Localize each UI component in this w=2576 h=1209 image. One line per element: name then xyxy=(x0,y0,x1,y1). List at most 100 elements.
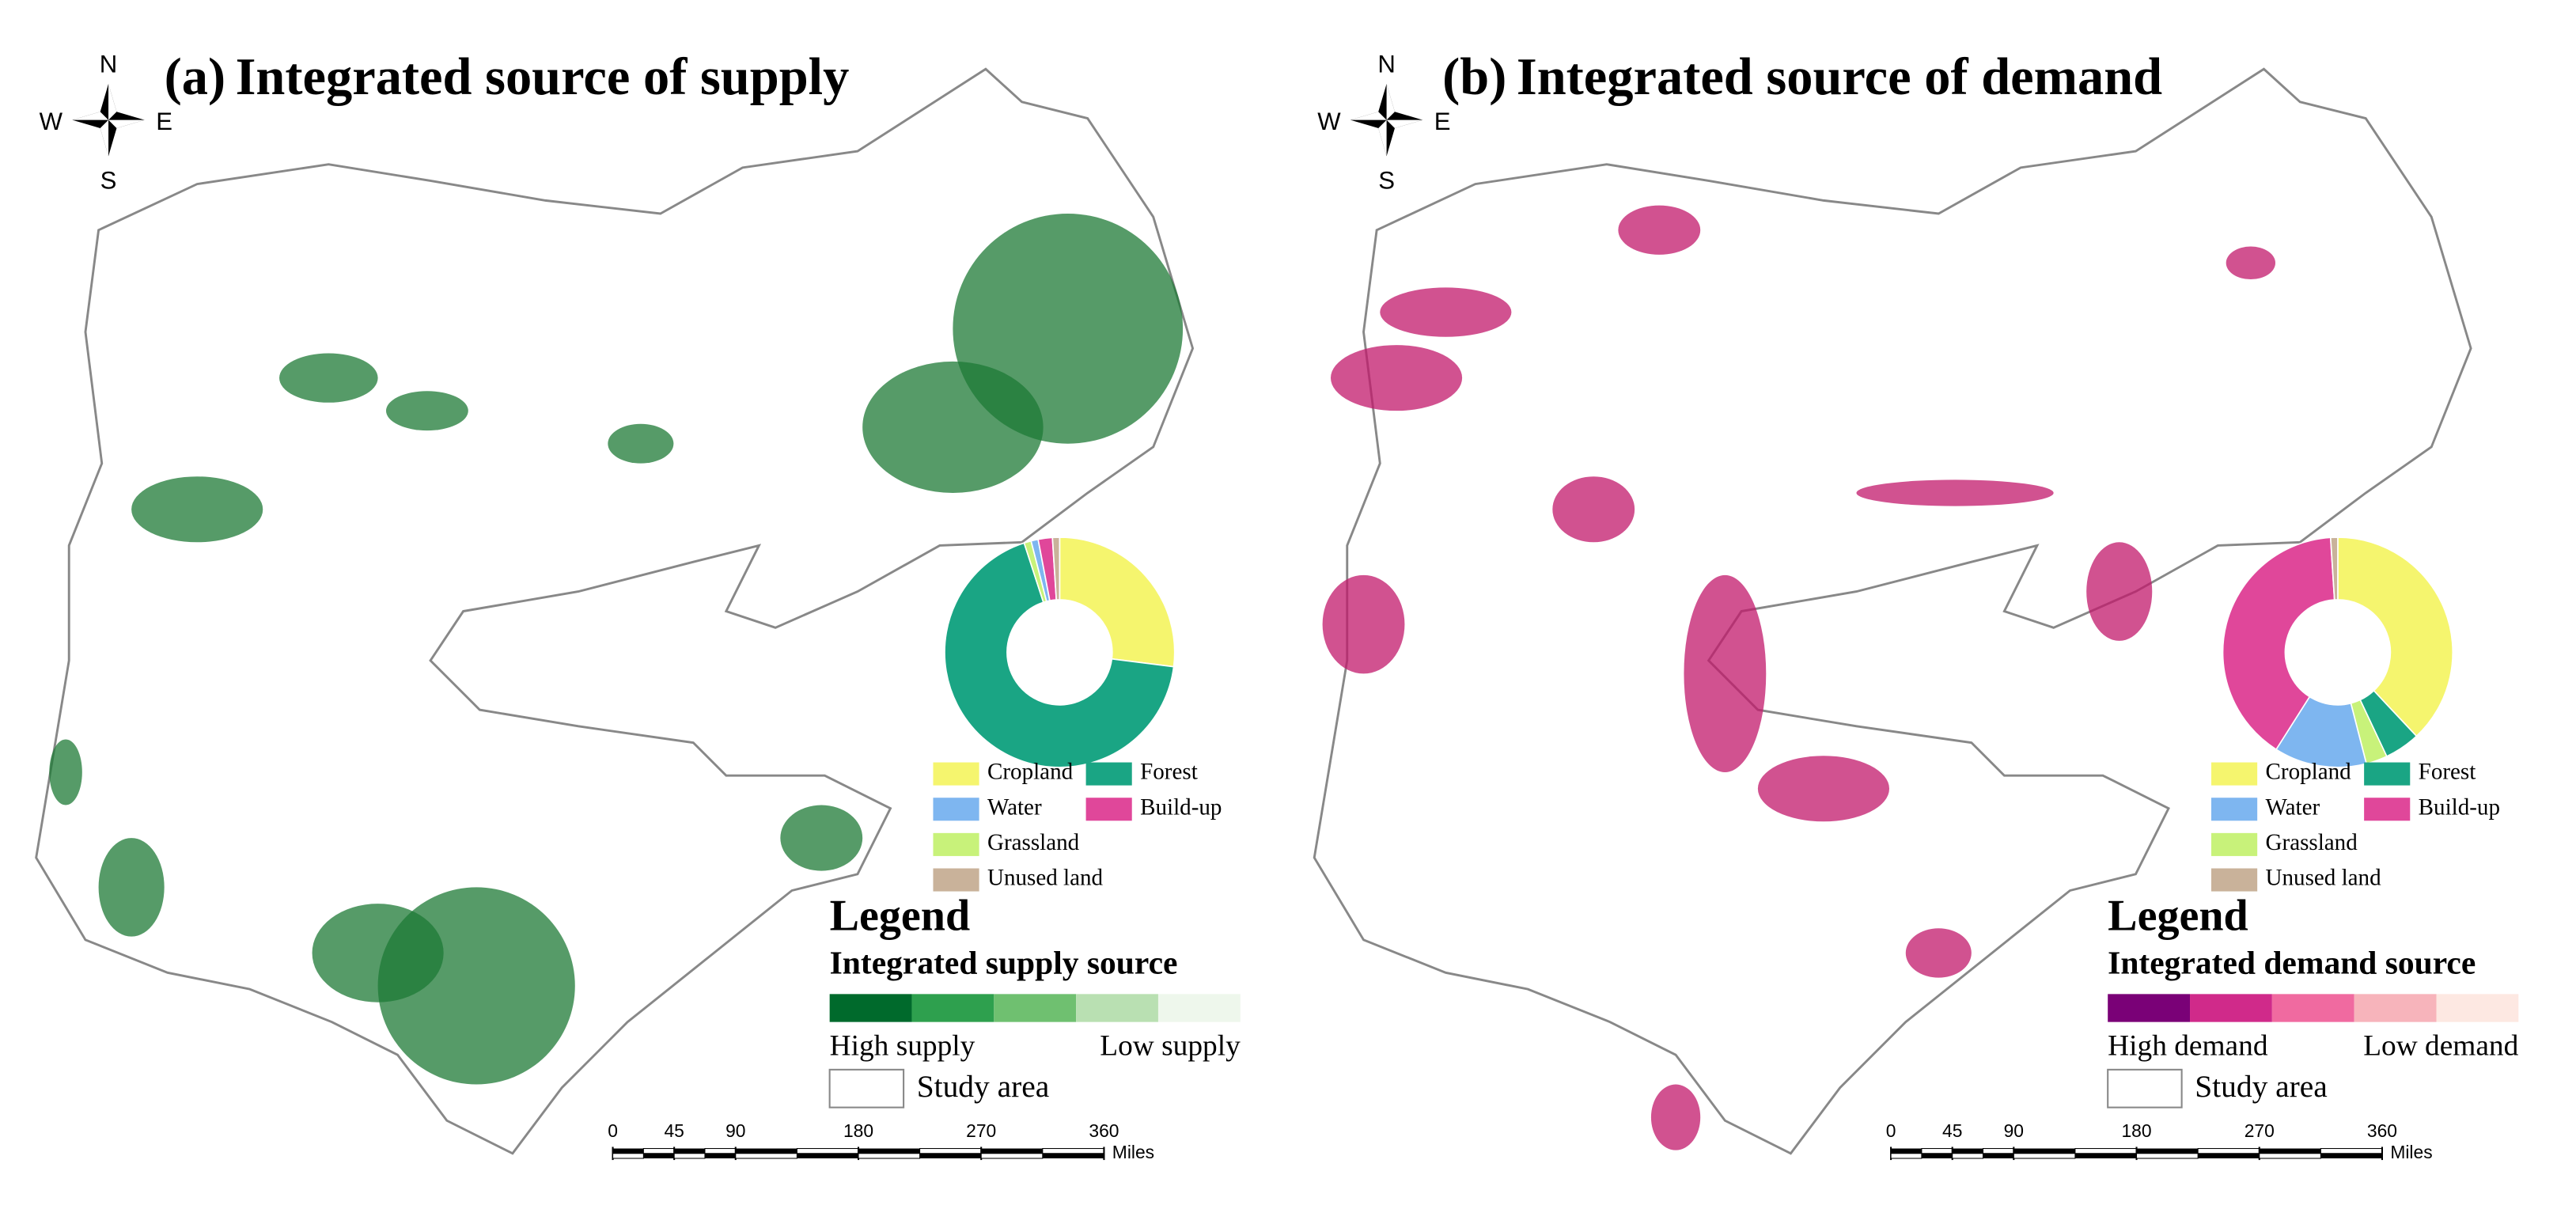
pie-legend-swatch xyxy=(1085,762,1132,786)
scale-segment xyxy=(1952,1148,1983,1154)
panel: (b) Integrated source of demand N S W E Cropla… xyxy=(1313,48,2519,1162)
scale-segment xyxy=(2136,1148,2199,1154)
scale-unit: Miles xyxy=(2390,1142,2432,1162)
scale-tick-label: 45 xyxy=(664,1120,684,1141)
ramp-swatch xyxy=(2190,994,2272,1022)
source-patch xyxy=(608,423,674,464)
source-patch xyxy=(1684,574,1767,773)
ramp-swatch xyxy=(2271,994,2354,1022)
scale-segment xyxy=(1042,1148,1104,1154)
pie-legend-swatch xyxy=(2211,868,2258,892)
scale-tick-label: 45 xyxy=(1942,1120,1962,1141)
scale-segment xyxy=(919,1153,982,1158)
pie-legend-label: Water xyxy=(2266,794,2320,820)
scale-segment xyxy=(735,1153,797,1159)
scale-segment xyxy=(704,1148,737,1154)
pie-legend-label: Water xyxy=(987,794,1042,820)
compass-rose xyxy=(1350,83,1423,157)
ramp-swatch xyxy=(2354,994,2437,1022)
scale-segment xyxy=(1952,1153,1984,1159)
panel-title: (b) Integrated source of demand xyxy=(1442,48,2162,106)
pie-legend-label: Forest xyxy=(2419,760,2476,785)
scale-segment xyxy=(2013,1153,2076,1159)
scale-segment xyxy=(2259,1148,2321,1154)
ramp-high-label: High supply xyxy=(830,1029,975,1062)
scale-segment xyxy=(2197,1148,2260,1154)
scale-segment xyxy=(643,1153,675,1158)
source-patch xyxy=(49,739,82,805)
source-patch xyxy=(1856,479,2054,506)
scale-segment xyxy=(2198,1153,2260,1158)
pie-legend-swatch xyxy=(933,868,979,892)
scale-segment xyxy=(704,1153,736,1158)
pie-legend-label: Build-up xyxy=(1140,794,1222,820)
panel: (a) Integrated source of supply N S W E Cropla… xyxy=(35,48,1241,1162)
scale-segment xyxy=(858,1153,921,1159)
scale-segment xyxy=(2074,1148,2138,1154)
scale-segment xyxy=(2074,1153,2137,1158)
pie-legend-swatch xyxy=(2211,762,2258,786)
compass-letter: N xyxy=(1377,50,1395,78)
pie-slice xyxy=(1051,536,1061,601)
source-patch xyxy=(312,904,444,1002)
ramp-high-label: High demand xyxy=(2108,1029,2268,1062)
scale-segment xyxy=(2320,1153,2382,1158)
compass-letter: W xyxy=(1317,108,1341,135)
pie-legend-label: Grassland xyxy=(2266,830,2358,855)
source-patch xyxy=(2086,542,2153,641)
compass-rose xyxy=(72,83,145,157)
ramp-swatch xyxy=(2436,994,2519,1022)
source-patch xyxy=(385,391,468,431)
ramp-low-label: Low supply xyxy=(1100,1029,1241,1062)
study-area-label: Study area xyxy=(917,1069,1050,1104)
ramp-swatch xyxy=(994,994,1077,1022)
scale-segment xyxy=(796,1148,859,1154)
ramp-swatch xyxy=(911,994,994,1022)
source-patch xyxy=(1650,1084,1701,1150)
pie-slice xyxy=(1059,536,1176,668)
pie-legend-swatch xyxy=(2211,832,2258,856)
source-patch xyxy=(1757,756,1890,822)
source-patch xyxy=(1905,928,1972,978)
scale-segment xyxy=(1983,1153,2014,1158)
panel-label: (a) xyxy=(165,48,225,106)
scale-segment xyxy=(858,1148,920,1154)
scale-tick-label: 0 xyxy=(608,1120,618,1141)
scale-segment xyxy=(980,1153,1044,1159)
scale-segment xyxy=(673,1153,706,1159)
pie-legend-swatch xyxy=(2364,762,2411,786)
ramp-swatch xyxy=(1157,994,1241,1022)
ramp-swatch xyxy=(829,994,912,1022)
source-patch xyxy=(1618,205,1701,255)
pie-legend-label: Forest xyxy=(1140,760,1198,785)
scale-segment xyxy=(674,1148,705,1154)
compass-highlight xyxy=(72,83,145,157)
compass-letter: N xyxy=(100,50,117,78)
source-patch xyxy=(1552,476,1635,543)
scale-segment xyxy=(2013,1148,2075,1154)
pie-slice xyxy=(2222,536,2335,751)
scale-segment xyxy=(612,1148,644,1154)
legend-title: Legend xyxy=(2108,892,2248,941)
scale-tick-label: 0 xyxy=(1886,1120,1896,1141)
pie-legend-swatch xyxy=(933,832,979,856)
scale-segment xyxy=(1982,1148,2014,1154)
scale-unit: Miles xyxy=(1112,1142,1154,1162)
compass-letter: S xyxy=(100,167,117,195)
compass-letter: E xyxy=(156,108,172,135)
source-patch xyxy=(1330,345,1463,411)
scale-segment xyxy=(2259,1153,2321,1159)
scale-segment xyxy=(2136,1153,2199,1159)
legend-subtitle: Integrated supply source xyxy=(830,945,1178,981)
source-patch xyxy=(131,476,263,543)
source-patch xyxy=(1322,574,1405,674)
source-patch xyxy=(279,353,378,403)
scale-tick-label: 90 xyxy=(2004,1120,2024,1141)
panel-title-text: Integrated source of supply xyxy=(236,48,850,106)
scale-tick-label: 180 xyxy=(843,1120,873,1141)
scale-segment xyxy=(1921,1148,1953,1154)
source-patch xyxy=(1380,287,1512,337)
ramp-swatch xyxy=(2108,994,2191,1022)
source-patch xyxy=(98,838,165,937)
pie-slice xyxy=(2329,536,2339,601)
